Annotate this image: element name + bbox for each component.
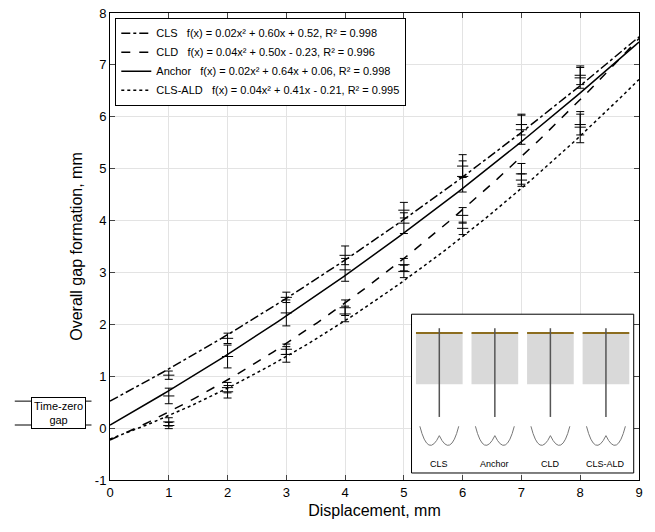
svg-text:5: 5	[99, 161, 106, 176]
svg-text:CLS-ALD: CLS-ALD	[586, 459, 625, 469]
svg-text:2: 2	[224, 485, 231, 500]
svg-text:8: 8	[577, 485, 584, 500]
svg-text:CLD f(x) = 0.04x² + 0.50x -: CLD f(x) = 0.04x² + 0.50x - 0.23, R² = 0…	[156, 46, 375, 58]
svg-text:1: 1	[165, 485, 172, 500]
svg-text:0: 0	[99, 421, 106, 436]
svg-text:4: 4	[99, 213, 106, 228]
svg-text:Time-zerogap: Time-zerogap	[34, 400, 83, 426]
svg-text:Anchor f(x) = 0.02x² + 0.64x: Anchor f(x) = 0.02x² + 0.64x + 0.06, R² …	[156, 65, 390, 77]
svg-text:-1: -1	[95, 473, 107, 488]
svg-text:6: 6	[99, 109, 106, 124]
svg-text:7: 7	[518, 485, 525, 500]
svg-text:1: 1	[99, 369, 106, 384]
svg-text:7: 7	[99, 57, 106, 72]
svg-text:3: 3	[99, 265, 106, 280]
svg-text:8: 8	[99, 6, 106, 21]
svg-text:CLS-ALD f(x) = 0.04x² + 0.41: CLS-ALD f(x) = 0.04x² + 0.41x - 0.21, R²…	[156, 84, 399, 96]
svg-text:CLS: CLS	[430, 459, 448, 469]
svg-text:3: 3	[283, 485, 290, 500]
svg-text:0: 0	[106, 485, 113, 500]
svg-text:6: 6	[459, 485, 466, 500]
svg-text:9: 9	[635, 485, 642, 500]
svg-text:2: 2	[99, 317, 106, 332]
svg-text:CLS f(x) = 0.02x² + 0.60x +: CLS f(x) = 0.02x² + 0.60x + 0.52, R² = 0…	[156, 27, 377, 39]
svg-text:5: 5	[400, 485, 407, 500]
svg-text:Anchor: Anchor	[480, 459, 509, 469]
svg-text:Overall gap formation, mm: Overall gap formation, mm	[68, 152, 85, 341]
svg-text:Displacement, mm: Displacement, mm	[308, 502, 440, 519]
svg-text:CLD: CLD	[541, 459, 560, 469]
svg-text:4: 4	[341, 485, 348, 500]
